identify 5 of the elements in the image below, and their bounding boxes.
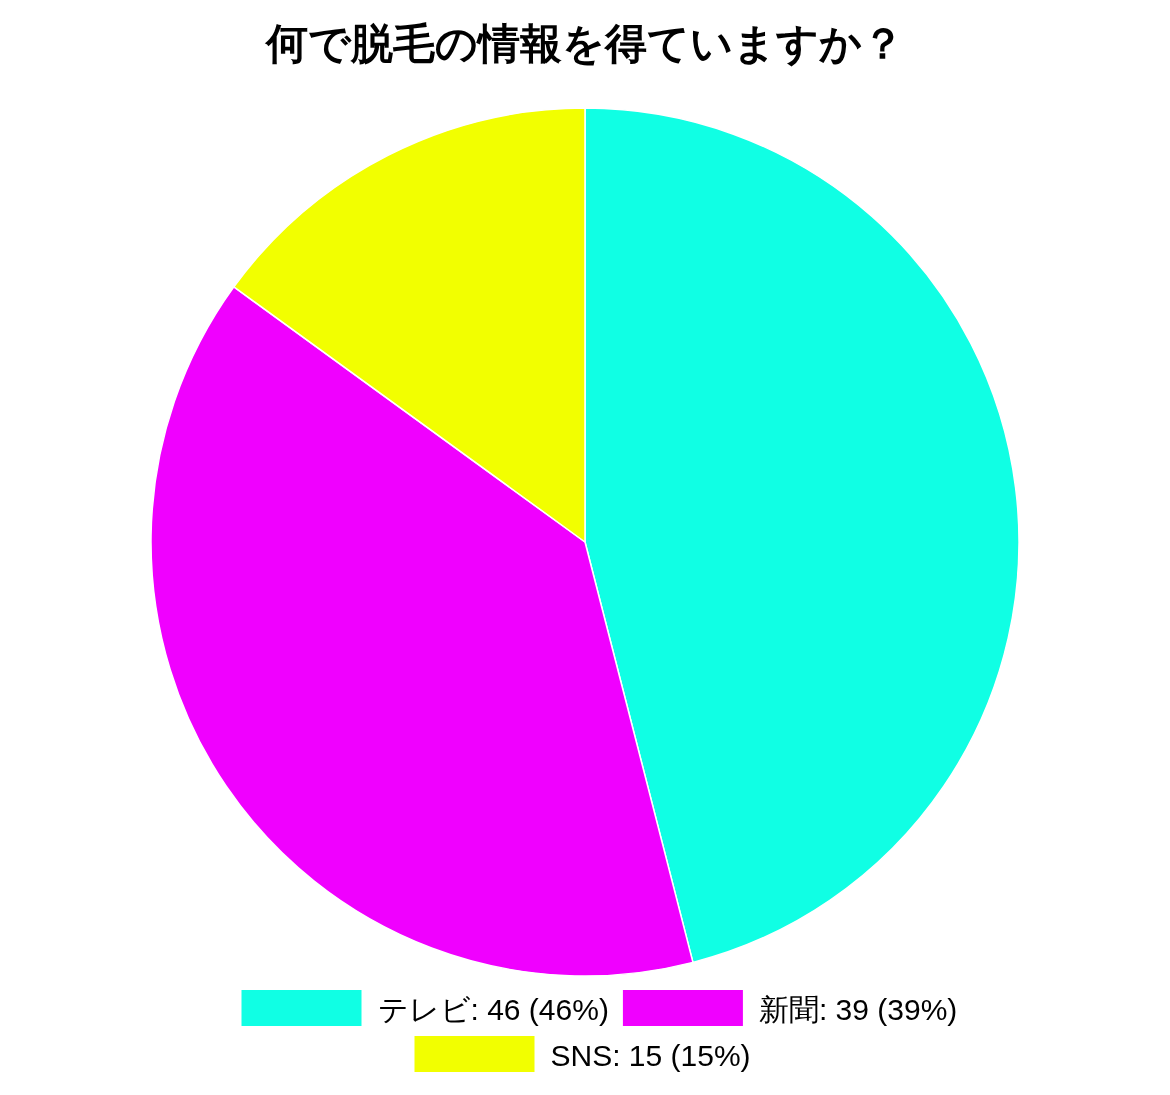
legend-label: 新聞: 39 (39%) bbox=[758, 993, 958, 1026]
legend-label: テレビ: 46 (46%) bbox=[377, 993, 609, 1026]
legend-label: SNS: 15 (15%) bbox=[550, 1039, 751, 1072]
chart-title: 何で脱毛の情報を得ていますか？ bbox=[264, 20, 904, 67]
legend: テレビ: 46 (46%) 新聞: 39 (39%) SNS: 15 (15%) bbox=[241, 990, 958, 1072]
